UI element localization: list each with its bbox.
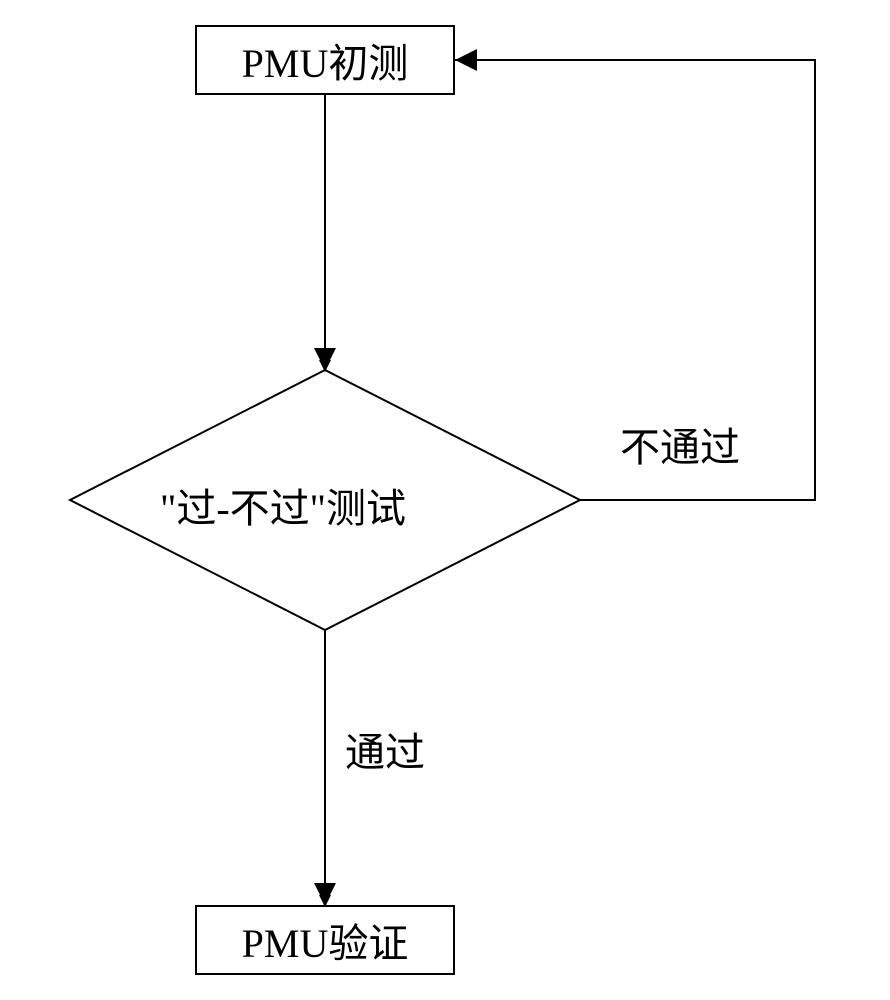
arrowhead-1	[314, 348, 336, 370]
arrowhead-2	[314, 883, 336, 905]
node-start: PMU初测	[195, 25, 455, 95]
flowchart-svg	[0, 0, 890, 1000]
node-start-label: PMU初测	[242, 31, 409, 89]
decision-label: "过-不过"测试	[160, 476, 406, 534]
edge-fail-label: 不通过	[620, 415, 740, 473]
flowchart-canvas: PMU初测 PMU验证 "过-不过"测试 通过 不通过	[0, 0, 890, 1000]
node-end-label: PMU验证	[242, 911, 409, 969]
node-end: PMU验证	[195, 905, 455, 975]
arrowhead-3	[455, 49, 477, 71]
edge-pass-label: 通过	[345, 720, 425, 778]
